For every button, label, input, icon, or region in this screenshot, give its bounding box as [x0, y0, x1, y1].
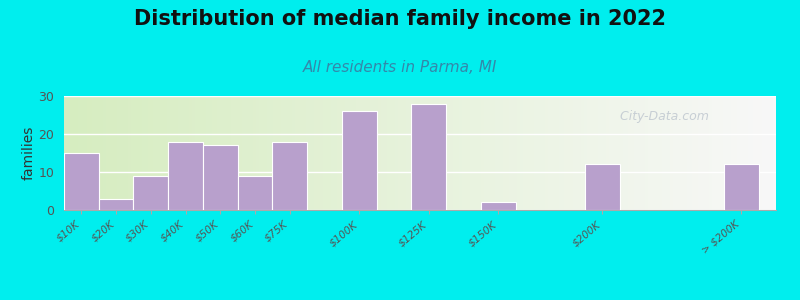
Y-axis label: families: families: [22, 126, 36, 180]
Bar: [168, 142, 203, 210]
Bar: [342, 111, 377, 210]
Bar: [272, 142, 307, 210]
Bar: [98, 199, 134, 210]
Bar: [724, 164, 758, 210]
Text: All residents in Parma, MI: All residents in Parma, MI: [303, 60, 497, 75]
Bar: [481, 202, 515, 210]
Text: Distribution of median family income in 2022: Distribution of median family income in …: [134, 9, 666, 29]
Bar: [203, 146, 238, 210]
Bar: [134, 176, 168, 210]
Bar: [585, 164, 620, 210]
Text: City-Data.com: City-Data.com: [612, 110, 709, 123]
Bar: [64, 153, 98, 210]
Bar: [238, 176, 272, 210]
Bar: [411, 103, 446, 210]
